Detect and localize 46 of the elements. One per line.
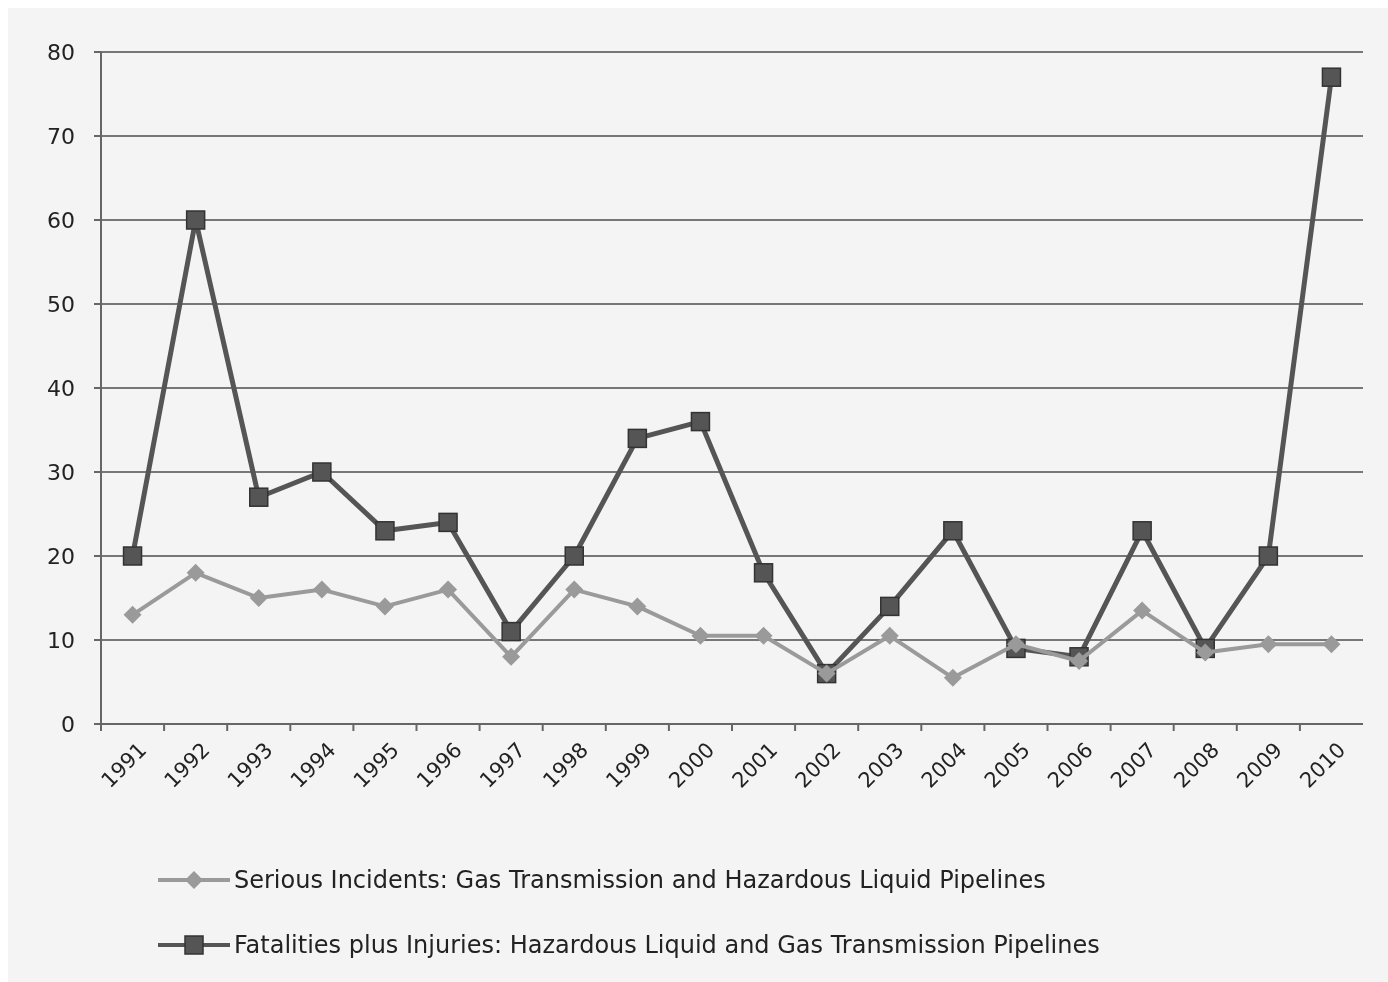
point bbox=[501, 621, 521, 642]
point bbox=[1132, 521, 1152, 541]
point bbox=[1258, 546, 1279, 566]
point bbox=[628, 597, 647, 616]
y-tick-label: 0 bbox=[61, 711, 75, 737]
point bbox=[502, 647, 521, 666]
point bbox=[122, 546, 143, 566]
point bbox=[880, 596, 900, 617]
point bbox=[312, 580, 331, 599]
point bbox=[185, 210, 206, 230]
point bbox=[754, 626, 773, 645]
point bbox=[1196, 643, 1215, 662]
point bbox=[438, 512, 458, 533]
y-tick-label: 30 bbox=[47, 459, 75, 485]
point bbox=[753, 563, 774, 583]
point bbox=[1322, 635, 1341, 654]
point bbox=[123, 605, 142, 624]
point bbox=[1321, 67, 1342, 87]
y-tick-label: 20 bbox=[47, 543, 75, 569]
legend-label: Serious Incidents: Gas Transmission and Hazardous Liquid Pipelines bbox=[234, 866, 1046, 895]
point bbox=[186, 563, 205, 582]
y-tick-label: 10 bbox=[47, 627, 75, 653]
point bbox=[565, 580, 584, 599]
point bbox=[627, 428, 648, 449]
y-tick-label: 80 bbox=[47, 39, 75, 65]
point bbox=[691, 626, 710, 645]
point bbox=[312, 462, 332, 482]
point bbox=[1259, 635, 1278, 654]
point bbox=[375, 521, 395, 541]
point bbox=[439, 580, 458, 599]
y-tick-label: 60 bbox=[47, 207, 75, 233]
point bbox=[880, 626, 899, 645]
point bbox=[1070, 652, 1089, 670]
point bbox=[564, 546, 584, 566]
y-tick-label: 70 bbox=[47, 123, 75, 149]
y-tick-label: 50 bbox=[47, 291, 75, 317]
point bbox=[690, 411, 711, 432]
point bbox=[943, 668, 962, 687]
y-tick-label: 40 bbox=[47, 375, 75, 401]
legend-label: Fatalities plus Injuries: Hazardous Liquid and Gas Transmission Pipelines bbox=[234, 931, 1100, 960]
point bbox=[249, 589, 268, 607]
point bbox=[1006, 635, 1025, 654]
point bbox=[249, 487, 269, 507]
point bbox=[943, 521, 963, 541]
point bbox=[375, 597, 394, 616]
point bbox=[1133, 601, 1152, 620]
